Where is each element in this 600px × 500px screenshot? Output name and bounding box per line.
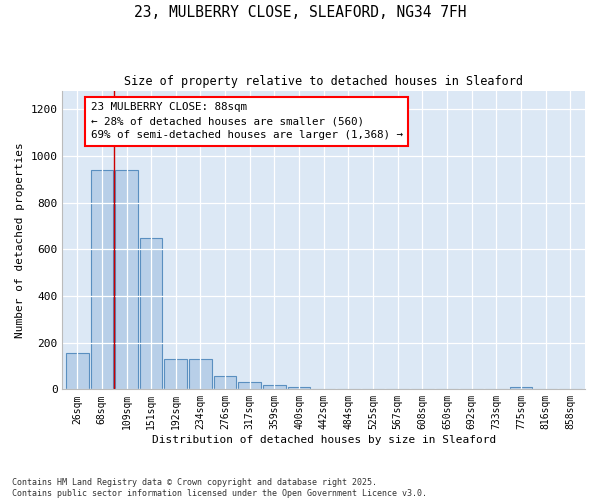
Bar bbox=[66, 353, 89, 390]
Bar bbox=[91, 170, 113, 390]
Bar bbox=[288, 387, 310, 390]
Bar bbox=[189, 359, 212, 390]
Bar bbox=[164, 359, 187, 390]
Bar bbox=[509, 387, 532, 390]
Bar bbox=[140, 238, 163, 390]
X-axis label: Distribution of detached houses by size in Sleaford: Distribution of detached houses by size … bbox=[152, 435, 496, 445]
Text: Contains HM Land Registry data © Crown copyright and database right 2025.
Contai: Contains HM Land Registry data © Crown c… bbox=[12, 478, 427, 498]
Bar bbox=[214, 376, 236, 390]
Bar bbox=[263, 384, 286, 390]
Text: 23 MULBERRY CLOSE: 88sqm
← 28% of detached houses are smaller (560)
69% of semi-: 23 MULBERRY CLOSE: 88sqm ← 28% of detach… bbox=[91, 102, 403, 140]
Text: 23, MULBERRY CLOSE, SLEAFORD, NG34 7FH: 23, MULBERRY CLOSE, SLEAFORD, NG34 7FH bbox=[134, 5, 466, 20]
Title: Size of property relative to detached houses in Sleaford: Size of property relative to detached ho… bbox=[124, 75, 523, 88]
Bar bbox=[238, 382, 261, 390]
Bar bbox=[115, 170, 138, 390]
Y-axis label: Number of detached properties: Number of detached properties bbox=[15, 142, 25, 338]
